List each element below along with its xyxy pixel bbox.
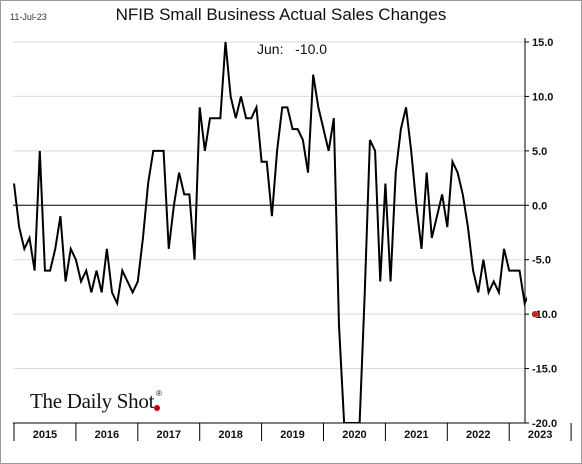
annotation-value: -10.0 xyxy=(295,41,328,57)
last-point-marker xyxy=(531,310,539,318)
y-tick-label: 15.0 xyxy=(532,37,553,49)
brand-dot xyxy=(154,405,160,411)
chart-title: NFIB Small Business Actual Sales Changes xyxy=(115,5,447,24)
annotation-label: Jun: xyxy=(257,41,284,57)
brand-logo: The Daily Shot xyxy=(30,389,155,413)
y-tick-label: 5.0 xyxy=(532,146,547,158)
y-tick-label: 10.0 xyxy=(532,91,553,103)
x-tick-label: 2015 xyxy=(33,429,57,441)
x-tick-label: 2017 xyxy=(157,429,181,441)
x-tick-label: 2021 xyxy=(404,429,428,441)
x-tick-label: 2020 xyxy=(342,429,366,441)
y-tick-label: -10.0 xyxy=(532,309,557,321)
series-line xyxy=(13,41,527,423)
y-tick-label: -20.0 xyxy=(532,418,557,430)
x-tick-label: 2018 xyxy=(218,429,242,441)
brand-registered-mark: ® xyxy=(156,389,162,398)
x-tick-label: 2016 xyxy=(95,429,119,441)
x-tick-label: 2023 xyxy=(528,429,552,441)
y-tick-label: -15.0 xyxy=(532,364,557,376)
y-tick-label: -5.0 xyxy=(532,255,551,267)
x-tick-label: 2022 xyxy=(466,429,490,441)
y-tick-label: 0.0 xyxy=(532,200,547,212)
date-stamp: 11-Jul-23 xyxy=(10,12,47,22)
latest-value-annotation: Jun: -10.0 xyxy=(257,41,327,57)
x-tick-label: 2019 xyxy=(280,429,304,441)
